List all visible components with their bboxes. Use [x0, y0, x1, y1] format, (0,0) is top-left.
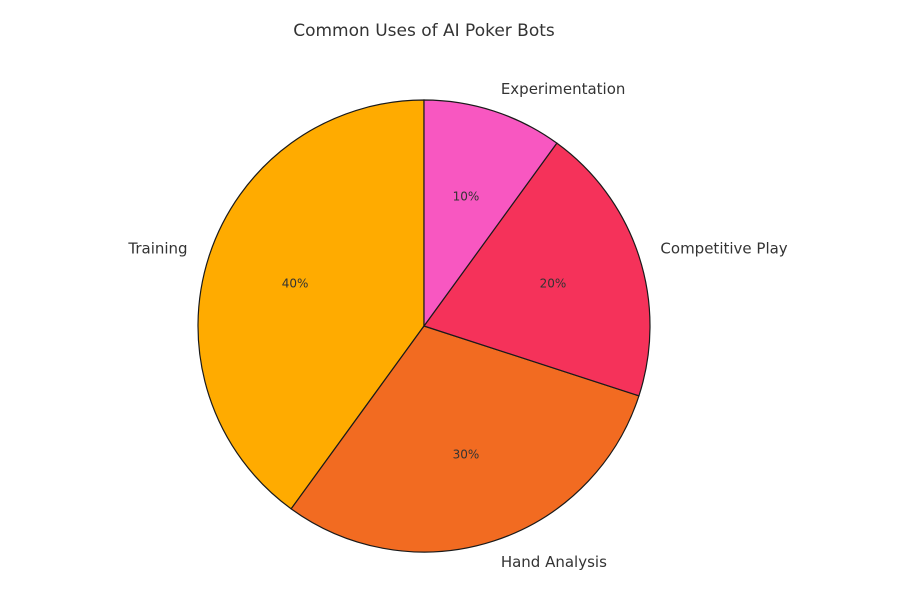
- slice-label: Experimentation: [501, 80, 626, 98]
- pie-slice: [423, 99, 558, 328]
- pie: [197, 99, 651, 553]
- value-label: 20%: [540, 277, 567, 291]
- value-label: 10%: [453, 190, 480, 204]
- value-label: 30%: [453, 447, 480, 461]
- pie-slice: [423, 142, 651, 397]
- pie-slice: [290, 325, 640, 553]
- chart-title: Common Uses of AI Poker Bots: [293, 21, 555, 41]
- value-label: 40%: [282, 277, 309, 291]
- slice-label: Training: [127, 240, 187, 258]
- slice-label: Competitive Play: [660, 240, 787, 258]
- slice-label: Hand Analysis: [501, 553, 607, 571]
- pie-labels: Training 40% Hand Analysis 30% Competitive P…: [127, 80, 787, 571]
- pie-slice: [197, 99, 425, 510]
